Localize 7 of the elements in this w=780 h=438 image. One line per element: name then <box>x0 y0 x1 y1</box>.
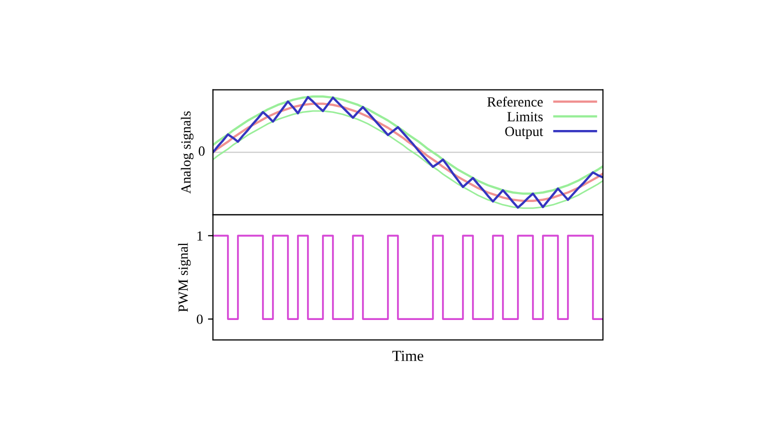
y-axis-title: Analog signals <box>180 111 194 194</box>
y-axis-title: PWM signal <box>178 242 191 312</box>
legend-label: Limits <box>507 112 543 122</box>
legend-label: Output <box>505 126 544 139</box>
y-tick-label: 1 <box>197 231 202 240</box>
legend-label: Reference <box>487 96 543 107</box>
x-axis-title: Time <box>392 350 424 362</box>
